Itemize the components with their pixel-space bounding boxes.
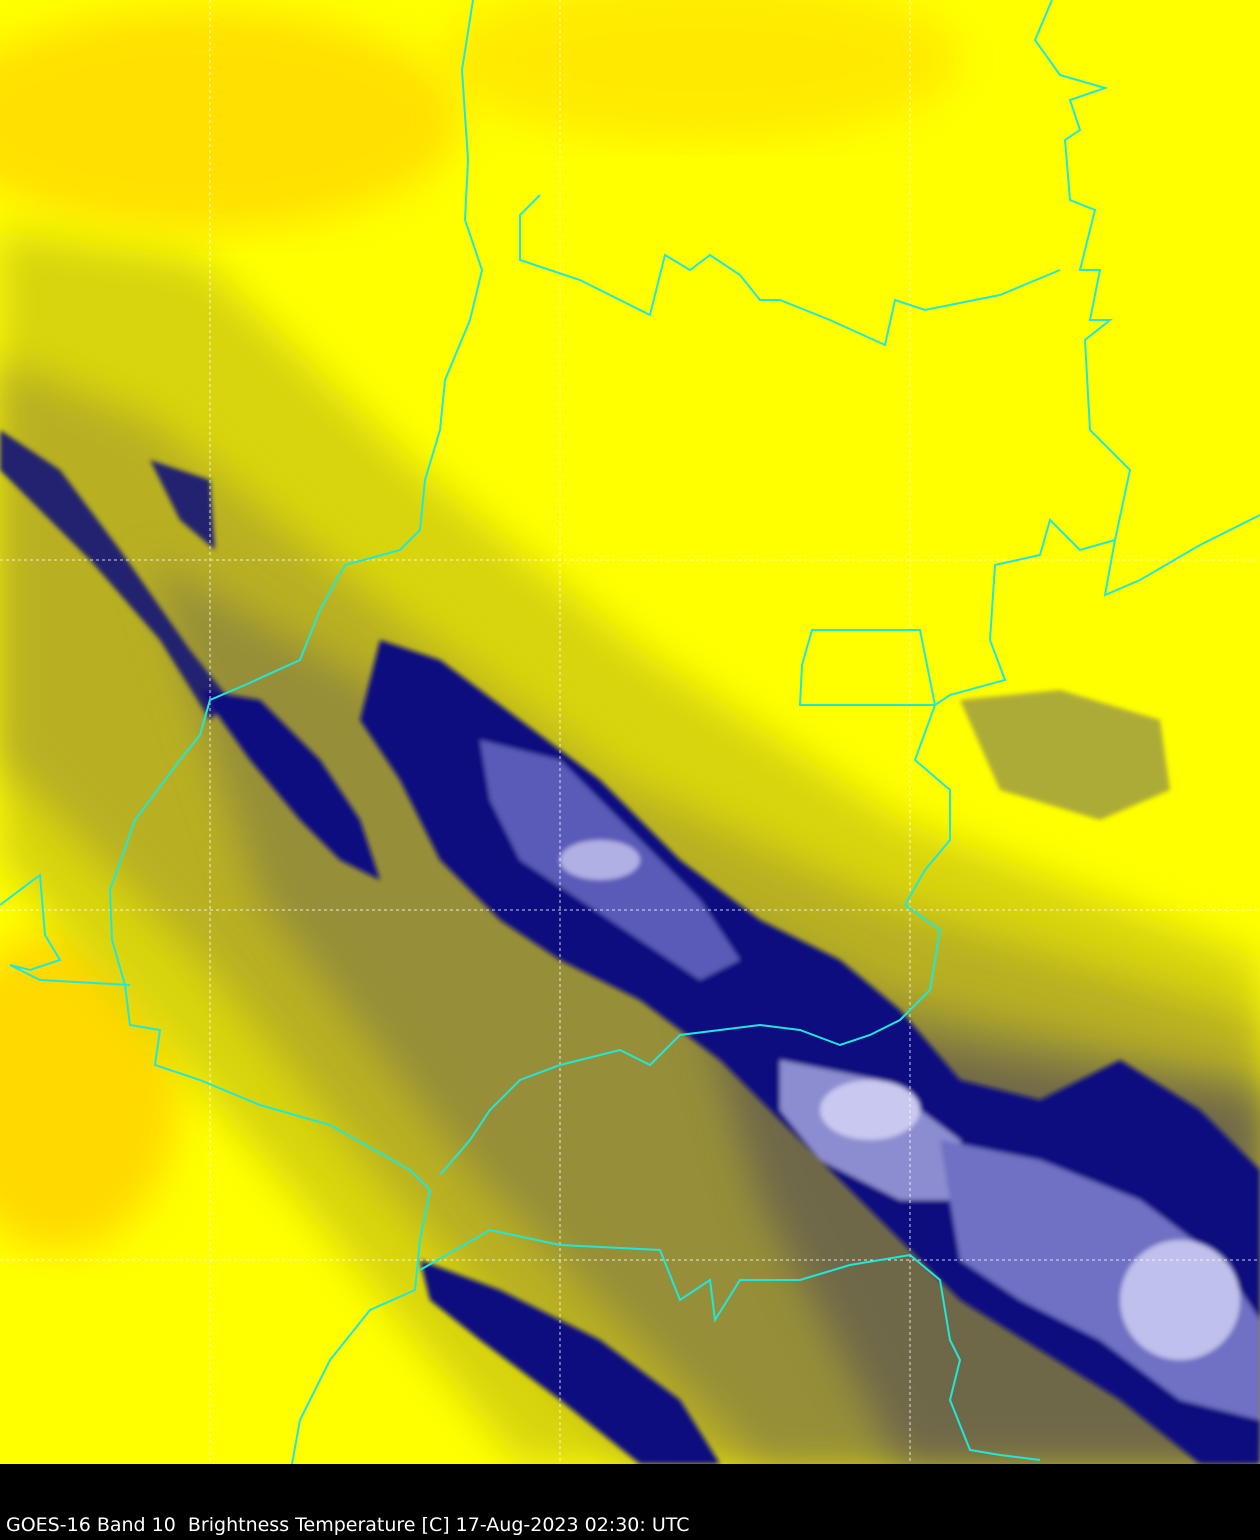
brightness-temperature-field <box>0 0 1260 1464</box>
grid-lines <box>0 0 1260 1464</box>
image-caption: GOES-16 Band 10 Brightness Temperature [… <box>6 1514 690 1536</box>
cold-cloud-tops <box>0 430 1260 1464</box>
political-borders <box>0 0 1260 1464</box>
satellite-map <box>0 0 1260 1464</box>
